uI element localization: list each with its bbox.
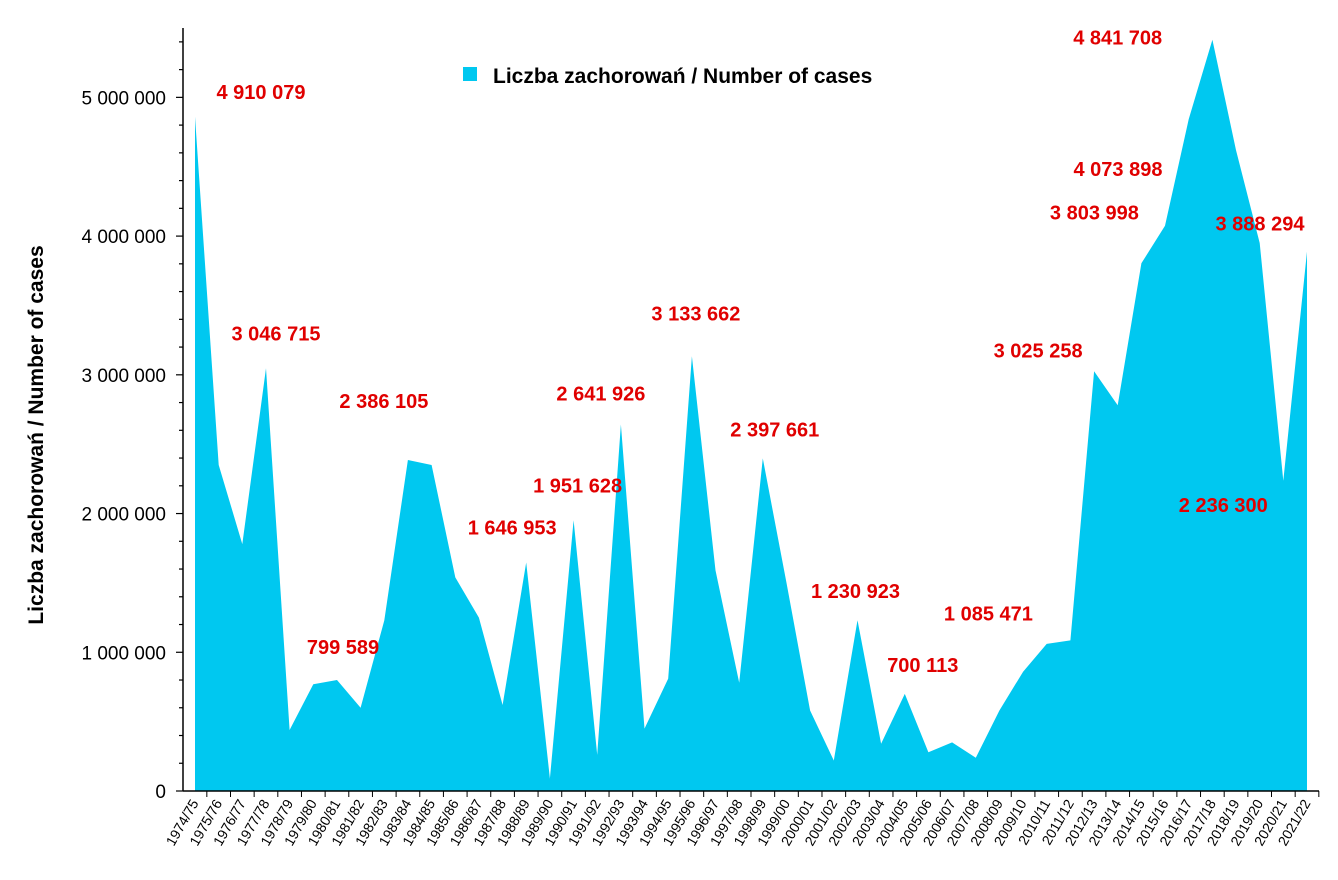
data-label: 2 397 661 (730, 419, 819, 441)
area-layer (195, 39, 1307, 792)
data-label: 4 841 708 (1073, 27, 1162, 49)
data-label: 2 236 300 (1179, 495, 1268, 517)
y-tick-label: 0 (155, 782, 166, 803)
data-label: 2 641 926 (556, 384, 645, 406)
data-label: 3 133 662 (651, 303, 740, 325)
data-label: 4 910 079 (217, 82, 306, 104)
data-label: 1 230 923 (811, 581, 900, 603)
y-tick-label: 4 000 000 (81, 227, 166, 248)
series-area (195, 39, 1307, 792)
data-label: 1 646 953 (468, 518, 557, 540)
data-label: 3 025 258 (994, 340, 1083, 362)
data-label-layer: 4 910 079 3 046 715 799 589 2 386 105 1 646 … (217, 0, 1306, 677)
y-tick-label: 5 000 000 (81, 88, 166, 109)
y-tick-label: 1 000 000 (81, 643, 166, 664)
y-tick-label: 2 000 000 (81, 505, 166, 526)
data-label: 3 888 294 (1216, 214, 1306, 236)
y-axis-title: Liczba zachorowań / Number of cases (25, 245, 48, 624)
data-label: 2 386 105 (339, 391, 428, 413)
data-label: 3 046 715 (232, 323, 321, 345)
legend: Liczba zachorowań / Number of cases (463, 65, 872, 88)
data-label: 1 085 471 (944, 603, 1033, 625)
data-label: 3 803 998 (1050, 202, 1139, 224)
y-tick-label: 3 000 000 (81, 366, 166, 387)
data-label: 1 951 628 (533, 475, 622, 497)
legend-label: Liczba zachorowań / Number of cases (493, 65, 872, 88)
legend-swatch (463, 67, 477, 81)
data-label: 5 414 765 (1116, 0, 1205, 5)
data-label: 700 113 (887, 655, 958, 677)
data-label: 799 589 (307, 637, 379, 659)
data-label: 4 073 898 (1074, 159, 1163, 181)
